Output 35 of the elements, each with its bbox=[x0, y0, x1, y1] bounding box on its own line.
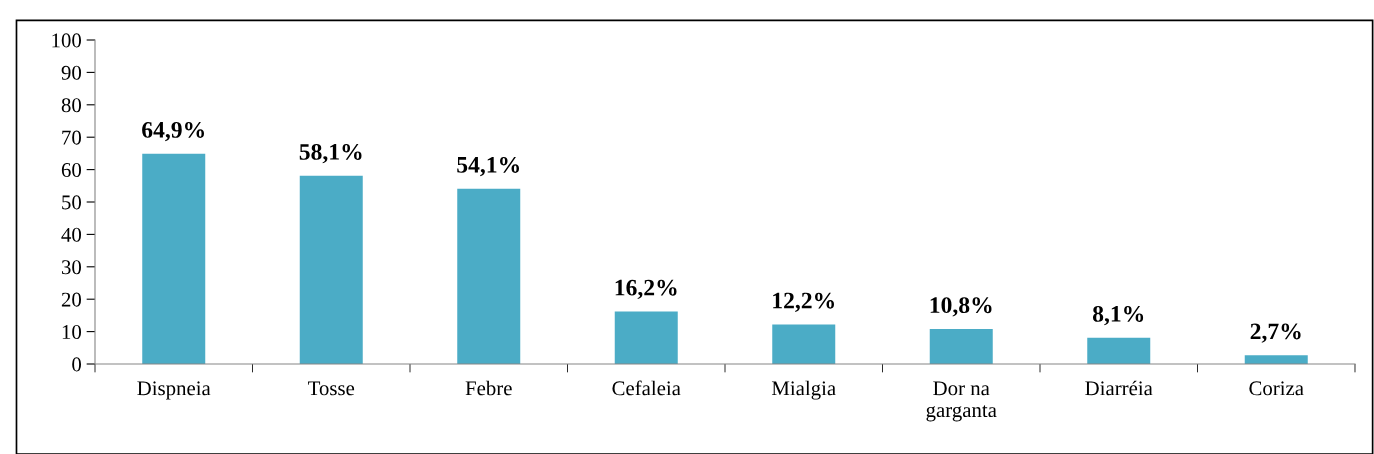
y-tick-label: 0 bbox=[72, 357, 82, 372]
x-tick-label: Cefaleia bbox=[612, 380, 681, 396]
data-label: 58,1% bbox=[299, 143, 362, 164]
bar bbox=[1244, 355, 1308, 364]
bar bbox=[457, 188, 521, 364]
bar bbox=[299, 175, 363, 364]
x-tick-label: Coriza bbox=[1249, 381, 1304, 396]
x-tick-label: Dispneia bbox=[137, 381, 211, 400]
data-label: 54,1% bbox=[457, 156, 519, 177]
bar bbox=[772, 324, 836, 364]
bar bbox=[1087, 337, 1151, 364]
x-tick-label: Mialgia bbox=[771, 380, 836, 400]
bar bbox=[142, 153, 206, 364]
y-tick-label: 20 bbox=[61, 292, 82, 307]
data-label: 12,2% bbox=[773, 292, 834, 312]
data-label: 2,7% bbox=[1250, 323, 1301, 343]
y-tick-label: 30 bbox=[61, 260, 82, 275]
bar bbox=[929, 329, 993, 364]
y-tick-label: 100 bbox=[52, 33, 82, 48]
data-label: 16,2% bbox=[615, 279, 677, 300]
y-tick-label: 40 bbox=[61, 227, 82, 242]
y-tick-label: 70 bbox=[62, 130, 82, 145]
x-tick-label: Dor na garganta bbox=[926, 381, 997, 422]
x-tick-label: Febre bbox=[465, 380, 512, 396]
data-label: 8,1% bbox=[1092, 305, 1144, 326]
y-tick-label: 10 bbox=[62, 324, 82, 340]
x-tick-label: Diarréia bbox=[1085, 380, 1153, 396]
y-tick-label: 50 bbox=[62, 195, 82, 210]
y-tick-label: 80 bbox=[61, 98, 82, 113]
y-tick-label: 90 bbox=[61, 65, 82, 80]
data-label: 64,9% bbox=[142, 121, 204, 142]
data-label: 10,8% bbox=[930, 297, 992, 317]
x-tick-label: Tosse bbox=[308, 381, 355, 396]
y-tick-label: 60 bbox=[61, 162, 82, 178]
bar bbox=[614, 311, 678, 364]
